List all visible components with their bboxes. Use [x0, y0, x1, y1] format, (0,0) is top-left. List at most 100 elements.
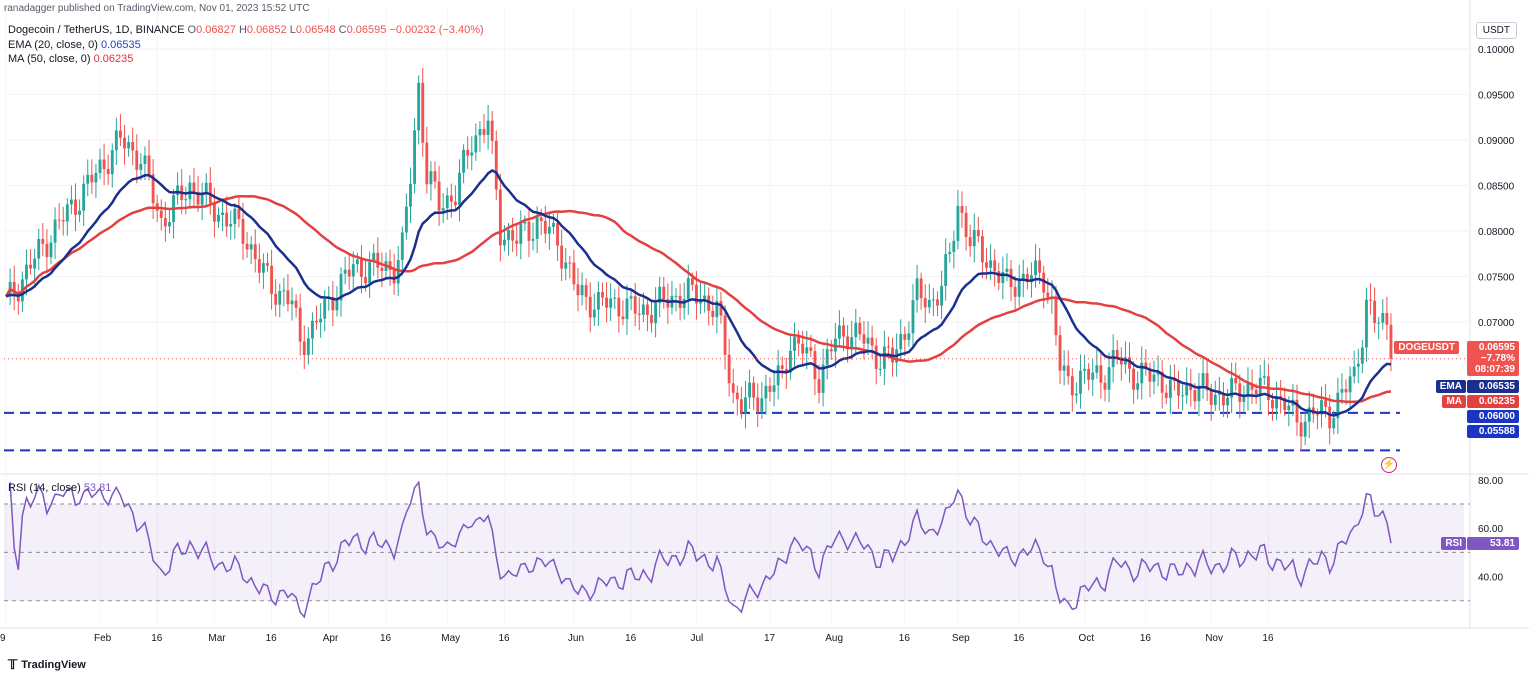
time-tick-label: 16 [1262, 633, 1274, 644]
candle-body [1083, 368, 1086, 371]
candle-body [1148, 368, 1152, 382]
candle-body [993, 260, 997, 272]
candle-body [985, 262, 988, 268]
candle-body [744, 397, 747, 413]
ma-legend-value: 0.06235 [93, 53, 134, 65]
price-tick-label: 0.09500 [1478, 90, 1515, 101]
candle-body [1344, 389, 1348, 393]
currency-button[interactable]: USDT [1475, 22, 1517, 39]
candle-body [1021, 273, 1025, 281]
candle-body [241, 219, 245, 244]
candle-body [12, 281, 16, 296]
candle-body [1217, 393, 1221, 395]
candle-body [617, 297, 621, 317]
time-tick-label: Oct [1079, 633, 1095, 644]
candle-body [1307, 407, 1311, 422]
candle-body [1336, 392, 1340, 419]
candle-body [1209, 390, 1213, 405]
candle-body [723, 315, 727, 355]
last-change-pct: −7.78% [1480, 353, 1515, 364]
rsi-tag: 53.81 [1467, 537, 1519, 550]
candle-body [1013, 287, 1017, 297]
lightning-icon[interactable]: ⚡ [1381, 457, 1397, 473]
rsi-header: RSI (14, close) 53.81 [8, 482, 111, 494]
candle-body [1046, 292, 1050, 298]
candle-body [1365, 299, 1368, 348]
candle-body [37, 238, 41, 259]
candle-body [233, 208, 237, 224]
candle-body [568, 262, 572, 264]
candle-body [911, 300, 915, 334]
ema-legend-label: EMA (20, close, 0) [8, 39, 98, 51]
candle-countdown: 08:07:39 [1474, 364, 1515, 375]
candle-body [65, 204, 69, 222]
candle-body [253, 244, 257, 260]
candle-body [543, 221, 547, 234]
candle-body [764, 385, 768, 399]
candle-body [1303, 421, 1307, 437]
candle-body [735, 392, 739, 400]
footer-brand[interactable]: 𝕋 TradingView [8, 657, 86, 673]
ma-legend: MA (50, close, 0) 0.06235 [8, 53, 133, 65]
candle-body [609, 298, 613, 308]
candle-body [666, 299, 670, 308]
candle-body [878, 368, 882, 370]
candle-body [793, 336, 796, 351]
candle-body [1377, 322, 1381, 324]
candle-body [131, 142, 135, 151]
candle-body [1095, 365, 1099, 373]
candle-body [486, 120, 490, 135]
time-tick-label: Aug [825, 633, 843, 644]
candle-body [1283, 397, 1287, 411]
candle-body [592, 309, 596, 318]
candle-body [1389, 324, 1393, 359]
ma-tag-label: MA [1442, 395, 1466, 408]
candle-body [82, 183, 86, 211]
candle-body [866, 337, 870, 344]
candle-body [1262, 376, 1266, 378]
time-tick-label: 16 [899, 633, 911, 644]
candle-body [200, 192, 204, 205]
candle-body [74, 199, 77, 215]
candle-body [605, 297, 609, 308]
candle-body [127, 142, 131, 149]
candle-body [41, 238, 45, 244]
candle-body [980, 236, 984, 263]
candle-body [143, 155, 147, 164]
time-tick-label: 16 [1140, 633, 1152, 644]
candle-body [53, 219, 57, 243]
candle-body [1074, 393, 1078, 396]
candle-body [596, 291, 600, 310]
candle-body [351, 264, 355, 277]
candle-body [788, 350, 792, 373]
candle-body [294, 300, 298, 308]
candle-body [478, 129, 482, 136]
candle-body [964, 212, 968, 238]
candle-body [1279, 396, 1283, 398]
candle-body [1332, 418, 1336, 429]
candle-body [588, 296, 592, 318]
candle-body [1054, 296, 1058, 336]
candle-body [821, 364, 825, 393]
candle-body [1234, 377, 1238, 384]
candle-body [33, 258, 37, 269]
candle-body [976, 230, 980, 237]
candle-body [372, 252, 376, 263]
ma50-line [4, 194, 1392, 404]
candle-body [282, 290, 286, 292]
candle-body [952, 240, 956, 253]
candle-body [756, 397, 760, 412]
candle-body [61, 220, 65, 222]
candle-body [515, 240, 519, 244]
candle-body [1381, 312, 1385, 323]
candle-body [646, 304, 649, 315]
candle-body [1181, 395, 1185, 397]
ohlc-h-value: 0.06852 [246, 24, 287, 36]
candle-body [474, 135, 478, 153]
candle-body [1062, 365, 1066, 371]
candle-body [809, 347, 813, 352]
candle-body [1115, 350, 1119, 358]
candle-body [204, 182, 208, 193]
candle-body [641, 304, 645, 315]
